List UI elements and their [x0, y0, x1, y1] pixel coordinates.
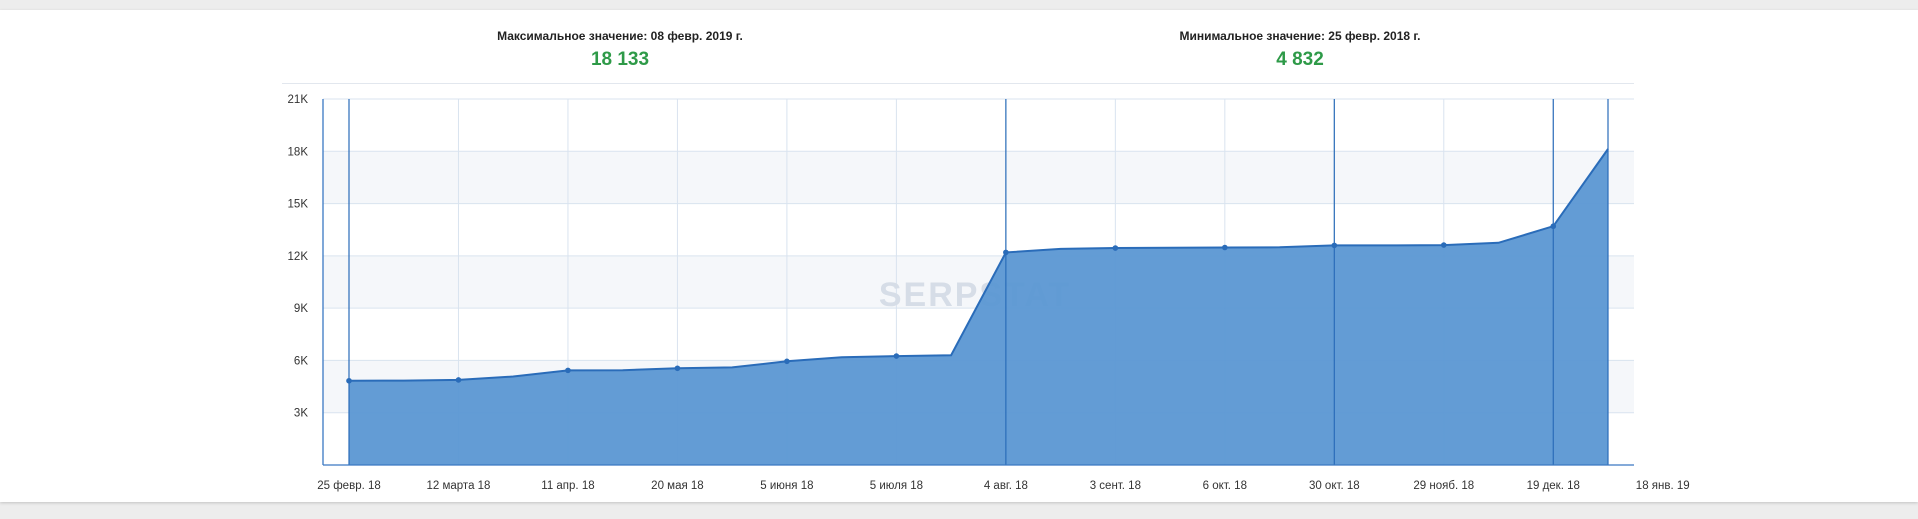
x-tick-label: 6 окт. 18: [1203, 480, 1247, 492]
x-tick-label: 20 мая 18: [651, 480, 704, 492]
x-tick-label: 19 дек. 18: [1527, 480, 1580, 492]
data-point: [784, 358, 790, 365]
x-tick-label: 12 марта 18: [427, 480, 491, 492]
series-markers: [346, 223, 1557, 384]
y-axis-labels: 3K 6K 9K 12K 15K 18K 21K: [288, 94, 309, 420]
data-point: [346, 377, 352, 384]
x-tick-label: 5 июля 18: [870, 480, 923, 492]
series-line: [348, 148, 1609, 382]
data-point: [1440, 242, 1447, 248]
y-tick-label: 18K: [288, 146, 309, 158]
plot-band: [323, 151, 1634, 204]
x-tick-label: 30 окт. 18: [1309, 480, 1360, 492]
max-value-stat: Максимальное значение: 08 февр. 2019 г. …: [410, 28, 830, 71]
x-tick-label: 3 сент. 18: [1090, 480, 1141, 492]
data-point: [565, 367, 571, 374]
x-axis-labels: 25 февр. 18 12 марта 18 11 апр. 18 20 мая 1…: [317, 480, 1689, 492]
y-tick-label: 21K: [288, 94, 309, 106]
x-tick-label: 4 авг. 18: [984, 480, 1028, 492]
y-tick-label: 12K: [288, 251, 309, 263]
y-tick-label: 3K: [294, 408, 308, 420]
y-tick-label: 6K: [294, 355, 308, 367]
x-tick-label: 5 июня 18: [760, 480, 813, 492]
data-point: [1550, 223, 1557, 230]
min-value-stat: Минимальное значение: 25 февр. 2018 г. 4…: [1090, 28, 1510, 71]
min-value-number: 4 832: [1276, 49, 1324, 70]
data-point: [1331, 242, 1338, 249]
data-point: [674, 365, 681, 372]
x-tick-label: 25 февр. 18: [317, 480, 381, 492]
chart-axes: [322, 99, 1634, 466]
max-value-label: Максимальное значение: 08 февр. 2019 г.: [497, 29, 743, 43]
data-point: [893, 353, 900, 359]
data-point: [455, 377, 462, 383]
x-tick-label: 29 нояб. 18: [1413, 480, 1474, 492]
x-tick-label: 18 янв. 19: [1636, 480, 1690, 492]
series-area: [349, 149, 1608, 465]
data-point: [1003, 249, 1009, 256]
max-value-number: 18 133: [590, 49, 650, 70]
data-point: [1222, 244, 1228, 251]
min-value-label: Минимальное значение: 25 февр. 2018 г.: [1179, 29, 1421, 43]
y-tick-label: 15K: [288, 199, 309, 211]
header-divider: [282, 83, 1634, 84]
x-tick-label: 11 апр. 18: [541, 480, 594, 492]
event-lines: [348, 99, 1609, 465]
y-tick-label: 9K: [294, 303, 308, 315]
data-point: [1112, 245, 1119, 251]
